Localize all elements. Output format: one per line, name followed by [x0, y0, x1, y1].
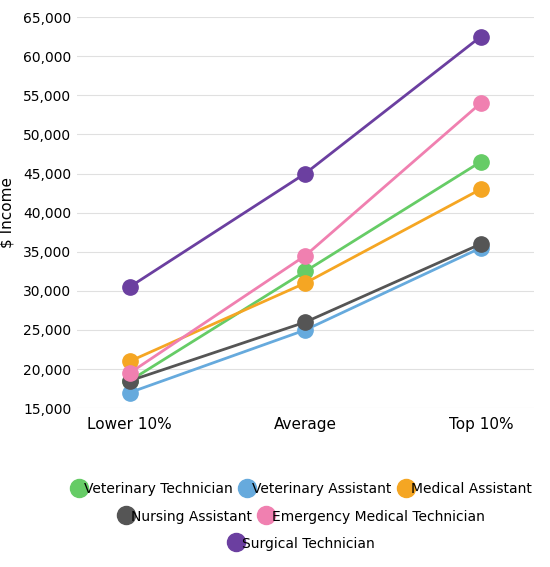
Medical Assistant: [126, 358, 133, 365]
Line: Surgical Technician: Surgical Technician: [122, 29, 488, 295]
Veterinary Technician: [302, 268, 309, 274]
Veterinary Technician: [126, 378, 133, 384]
Nursing Assistant: [302, 319, 309, 325]
Line: Nursing Assistant: Nursing Assistant: [122, 236, 488, 388]
Surgical Technician: [126, 284, 133, 290]
Y-axis label: $ Income: $ Income: [0, 177, 15, 248]
Surgical Technician: [477, 33, 484, 40]
Veterinary Technician: [477, 158, 484, 165]
Medical Assistant: [302, 280, 309, 286]
Line: Veterinary Assistant: Veterinary Assistant: [122, 240, 488, 400]
Line: Emergency Medical Technician: Emergency Medical Technician: [122, 95, 488, 380]
Legend: Surgical Technician: Surgical Technician: [236, 536, 375, 551]
Veterinary Assistant: [477, 244, 484, 251]
Emergency Medical Technician: [302, 252, 309, 259]
Line: Medical Assistant: Medical Assistant: [122, 181, 488, 369]
Veterinary Assistant: [302, 327, 309, 333]
Nursing Assistant: [126, 378, 133, 384]
Emergency Medical Technician: [126, 370, 133, 376]
Nursing Assistant: [477, 240, 484, 247]
Medical Assistant: [477, 186, 484, 193]
Line: Veterinary Technician: Veterinary Technician: [122, 154, 488, 388]
Emergency Medical Technician: [477, 100, 484, 107]
Surgical Technician: [302, 170, 309, 177]
Veterinary Assistant: [126, 389, 133, 396]
